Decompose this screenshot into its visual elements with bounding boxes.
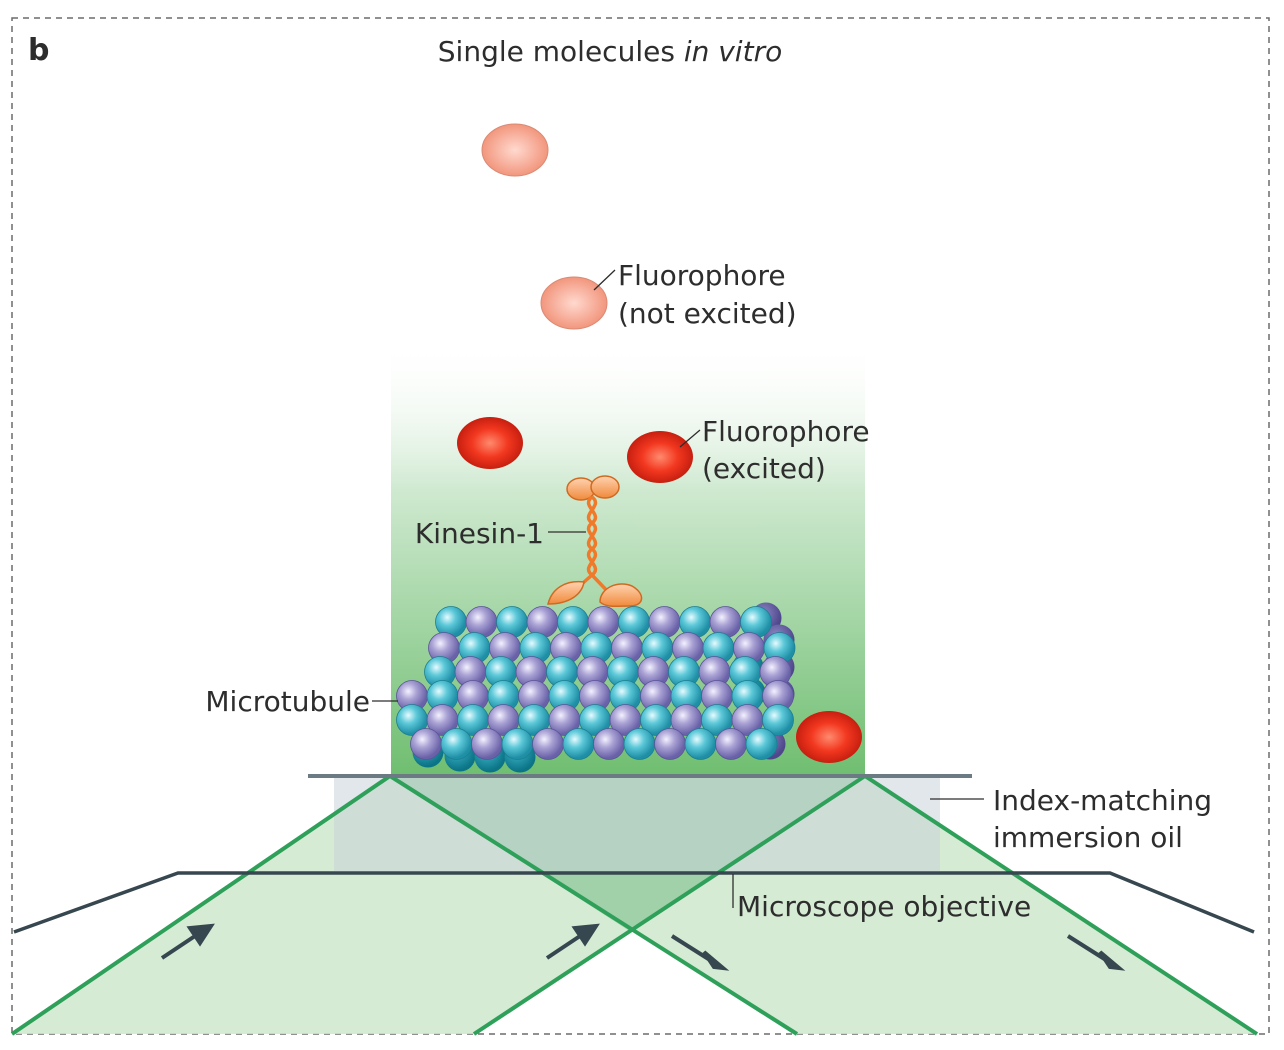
kinesin-head-2	[599, 583, 643, 608]
beam-edge-2	[472, 774, 867, 1036]
beta-tubulin	[715, 728, 747, 760]
leader-lines	[372, 269, 984, 908]
fluorophore-unexcited-top	[481, 123, 549, 177]
alpha-tubulin	[762, 704, 794, 736]
diagram-title: Single molecules in vitro	[438, 35, 782, 68]
fluorophore-excited	[627, 431, 693, 483]
kinesin-1	[547, 475, 643, 608]
fluorophore-unexcited	[540, 276, 608, 330]
beam-edge-4	[863, 774, 1259, 1036]
leader-unexcited	[593, 269, 616, 291]
immersion-oil	[334, 778, 940, 871]
arrow-down-center	[670, 934, 730, 971]
arrow-up-left	[160, 923, 215, 960]
label-objective: Microscope objective	[737, 890, 1031, 923]
alpha-tubulin	[684, 728, 717, 760]
alpha-tubulin	[745, 728, 778, 760]
alpha-tubulin	[562, 728, 595, 760]
beam-edge-3	[388, 774, 799, 1036]
label-fluorophore-excited-1: Fluorophore	[702, 415, 870, 448]
kinesin-head-1	[547, 580, 585, 605]
beam-edge-1	[10, 774, 392, 1036]
beam-edges	[10, 774, 1259, 1036]
label-microtubule: Microtubule	[205, 685, 370, 718]
label-oil-2: immersion oil	[993, 821, 1183, 854]
label-fluorophore-not-excited-1: Fluorophore	[618, 259, 786, 292]
beta-tubulin	[593, 728, 625, 760]
alpha-tubulin	[501, 728, 534, 760]
beta-tubulin	[654, 728, 686, 760]
label-fluorophore-excited-2: (excited)	[702, 452, 826, 485]
leader-excited	[679, 429, 701, 448]
panel-letter: b	[28, 33, 49, 68]
beam-arrows	[160, 923, 1126, 971]
beta-tubulin	[410, 728, 442, 760]
beta-tubulin	[471, 728, 503, 760]
panel-frame	[11, 17, 1270, 1035]
alpha-tubulin	[440, 728, 473, 760]
kinesin-tail-2	[590, 475, 620, 499]
arrow-up-center	[545, 923, 600, 960]
label-oil-1: Index-matching	[993, 784, 1212, 817]
label-fluorophore-not-excited-2: (not excited)	[618, 297, 797, 330]
label-kinesin: Kinesin-1	[415, 517, 544, 550]
arrow-down-right	[1066, 934, 1126, 971]
microtubule	[396, 602, 796, 773]
beta-tubulin	[532, 728, 564, 760]
objective-outline	[13, 871, 1255, 934]
fluorophore-excited-bottom	[796, 711, 862, 763]
alpha-tubulin	[623, 728, 656, 760]
fluorophore-excited-left	[457, 417, 523, 469]
